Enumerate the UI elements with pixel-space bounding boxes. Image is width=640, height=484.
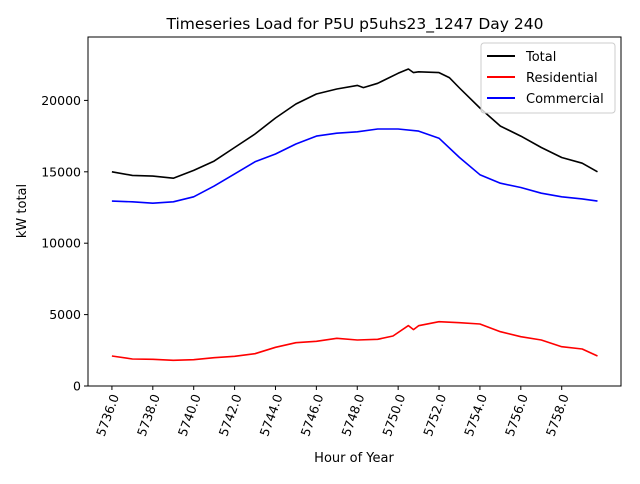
- x-tick-label: 5752.0: [420, 392, 449, 438]
- legend: Total Residential Commercial: [480, 42, 616, 114]
- x-tick-label: 5742.0: [216, 392, 245, 438]
- legend-box: [480, 42, 616, 114]
- x-tick-label: 5738.0: [134, 392, 163, 438]
- plot-frame: [87, 36, 622, 387]
- x-tick-label: 5758.0: [543, 392, 572, 438]
- x-tick-label: 5740.0: [175, 392, 204, 438]
- series-layer: [111, 68, 598, 362]
- y-tick-label: 5000: [49, 307, 81, 322]
- y-tick-label: 10000: [41, 236, 81, 251]
- series-line-commercial: [111, 128, 598, 204]
- legend-label: Total: [525, 50, 556, 65]
- chart-title: Timeseries Load for P5U p5uhs23_1247 Day…: [166, 15, 544, 34]
- series-line-residential: [111, 320, 598, 362]
- y-axis: 0 5000 10000 15000 20000: [41, 93, 88, 394]
- x-tick-label: 5748.0: [338, 392, 367, 438]
- x-tick-label: 5736.0: [93, 392, 122, 438]
- y-axis-label: kW total: [15, 184, 30, 238]
- series-line-total: [111, 68, 598, 179]
- x-tick-label: 5746.0: [297, 392, 326, 438]
- x-tick-label: 5756.0: [502, 392, 531, 438]
- y-tick-label: 20000: [41, 93, 81, 108]
- x-axis-label: Hour of Year: [314, 451, 394, 466]
- x-axis: 5736.0 5738.0 5740.0 5742.0 5744.0 5746.0 5748…: [93, 386, 572, 438]
- y-tick-label: 15000: [41, 164, 81, 179]
- legend-label: Residential: [526, 71, 598, 86]
- x-tick-label: 5750.0: [379, 392, 408, 438]
- x-tick-label: 5754.0: [461, 392, 490, 438]
- x-tick-label: 5744.0: [257, 392, 286, 438]
- y-tick-label: 0: [73, 379, 81, 394]
- legend-label: Commercial: [526, 92, 604, 107]
